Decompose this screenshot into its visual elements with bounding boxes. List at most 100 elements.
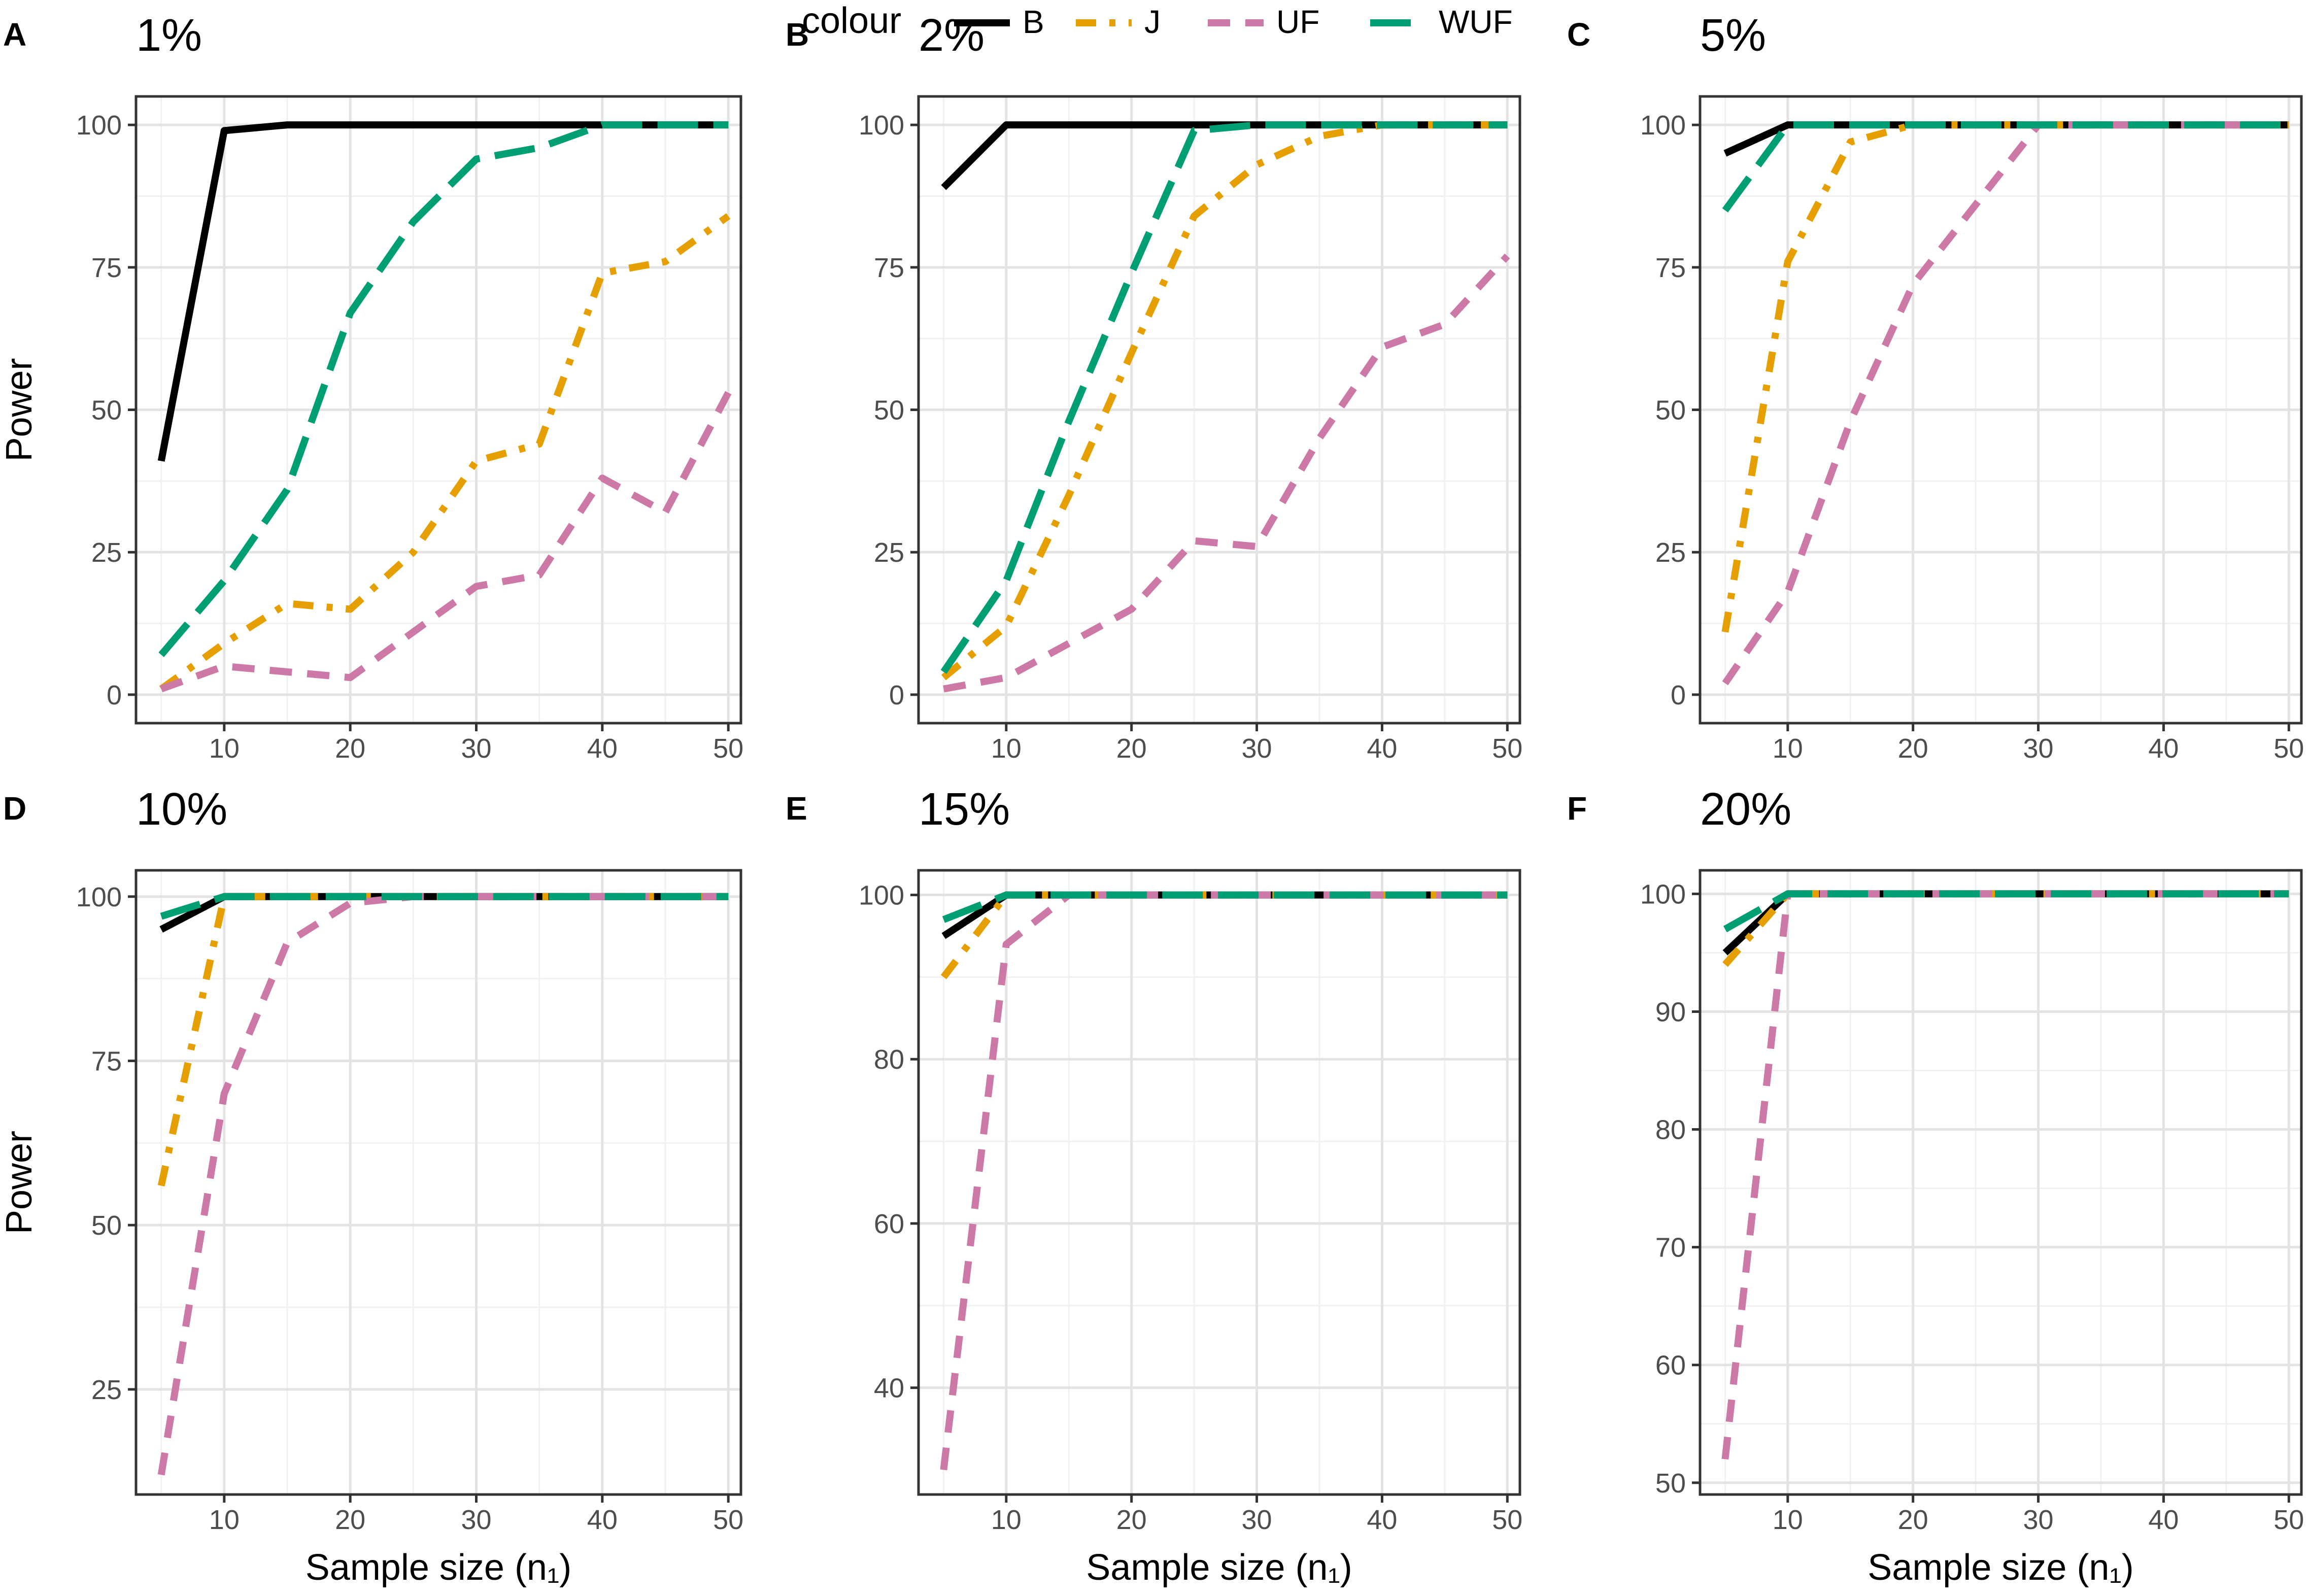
- x-tick-label: 10: [209, 1505, 240, 1535]
- y-tick-label: 75: [1655, 253, 1686, 283]
- y-tick-label: 50: [874, 395, 904, 426]
- panel-letter-c: C: [1567, 16, 1590, 53]
- series-line-e-wuf: [942, 891, 1508, 923]
- y-axis-title-d: Power: [0, 1131, 40, 1234]
- y-tick-label: 50: [1655, 395, 1686, 426]
- x-axis-title-f: Sample size (n₁): [1867, 1547, 2133, 1588]
- series-line-a-wuf: [158, 121, 729, 657]
- grid-f: [1700, 870, 2301, 1495]
- y-tick-label: 50: [91, 1210, 122, 1241]
- x-tick-label: 40: [1367, 733, 1397, 764]
- panel-b: 10 20 30 40 50 0 25 50 75 100 B 2%: [786, 10, 1522, 764]
- grid-a: [136, 96, 741, 723]
- series-line-a-uf: [160, 391, 732, 693]
- x-tick-label: 10: [1773, 1505, 1803, 1535]
- y-tick-label: 60: [1655, 1350, 1686, 1381]
- legend-title: colour: [802, 1, 901, 41]
- grid-c: [1700, 96, 2301, 723]
- x-tick-label: 20: [1116, 733, 1147, 764]
- x-tick-label: 20: [335, 1505, 365, 1535]
- legend-label-b: B: [1023, 4, 1044, 40]
- panel-border-e: [917, 869, 1521, 1496]
- panel-letter-b: B: [786, 16, 809, 53]
- y-axis-title-a: Power: [0, 358, 40, 461]
- panel-e: 10 20 30 40 50 40 60 80 100 E 15% Sample size (n₁): [786, 784, 1522, 1588]
- x-tick-label: 10: [209, 733, 240, 764]
- panel-letter-e: E: [786, 790, 807, 827]
- series-line-b-wuf: [940, 121, 1508, 674]
- y-tick-label: 0: [107, 680, 122, 710]
- panel-title-f: 20%: [1700, 784, 1791, 835]
- y-tick-label: 40: [874, 1373, 904, 1404]
- series-line-f-wuf: [1723, 890, 2289, 933]
- panel-title-e: 15%: [919, 784, 1010, 835]
- legend-label-wuf: WUF: [1439, 4, 1513, 40]
- x-tick-label: 50: [2273, 1505, 2304, 1535]
- panel-title-c: 5%: [1700, 10, 1766, 61]
- grid-e: [919, 870, 1520, 1495]
- x-tick-label: 40: [587, 1505, 618, 1535]
- panel-title-a: 1%: [136, 10, 202, 61]
- series-line-c-b: [1723, 121, 2289, 157]
- x-tick-label: 50: [713, 733, 743, 764]
- y-tick-label: 100: [1640, 879, 1686, 909]
- series-line-d-wuf: [160, 893, 729, 920]
- x-tick-label: 10: [991, 1505, 1022, 1535]
- x-tick-label: 50: [1492, 733, 1522, 764]
- x-tick-label: 50: [2273, 733, 2304, 764]
- grid-b: [919, 96, 1520, 723]
- series-line-f-b: [1722, 890, 2289, 956]
- x-tick-label: 40: [2148, 1505, 2179, 1535]
- legend-label-uf: UF: [1276, 4, 1319, 40]
- series-line-a-j: [159, 213, 731, 692]
- series-line-c-uf: [1722, 121, 2289, 686]
- x-tick-label: 20: [1116, 1505, 1147, 1535]
- x-tick-label: 40: [1367, 1505, 1397, 1535]
- y-tick-label: 50: [1655, 1468, 1686, 1499]
- y-tick-label: 70: [1655, 1233, 1686, 1263]
- y-tick-label: 0: [889, 680, 904, 710]
- y-tick-label: 75: [874, 253, 904, 283]
- legend: colour B J UF WUF: [802, 1, 1513, 41]
- y-tick-label: 80: [1655, 1115, 1686, 1145]
- x-tick-label: 20: [1898, 733, 1928, 764]
- panel-a: 10 20 30 40 50 0 25 50 75 100 A 1% Power: [0, 10, 743, 764]
- series-line-e-b: [941, 891, 1508, 939]
- x-tick-label: 10: [1773, 733, 1803, 764]
- series-line-e-j: [940, 891, 1508, 979]
- x-tick-label: 50: [713, 1505, 743, 1535]
- y-tick-label: 100: [76, 882, 122, 912]
- series-line-b-b: [941, 121, 1508, 190]
- series-line-f-j: [1722, 890, 2289, 967]
- y-tick-label: 100: [76, 110, 122, 141]
- panel-border-d: [134, 869, 742, 1496]
- x-tick-label: 10: [991, 733, 1022, 764]
- grid-d: [136, 870, 741, 1495]
- y-tick-label: 100: [859, 110, 904, 141]
- panel-border-f: [1699, 869, 2303, 1496]
- series-line-c-wuf: [1722, 121, 2289, 213]
- panel-f: 10 20 30 40 50 50 60 70 80 90 100 F 20% Sample size (…: [1567, 784, 2304, 1588]
- x-axis-title-e: Sample size (n₁): [1086, 1547, 1352, 1588]
- panel-letter-f: F: [1567, 790, 1587, 827]
- y-tick-label: 75: [91, 1046, 122, 1076]
- legend-label-j: J: [1144, 4, 1161, 40]
- x-tick-label: 30: [461, 1505, 491, 1535]
- x-tick-label: 30: [1242, 1505, 1272, 1535]
- series-line-d-b: [159, 893, 729, 933]
- series-line-c-j: [1721, 121, 2289, 633]
- x-tick-label: 30: [1242, 733, 1272, 764]
- series-line-e-uf: [940, 891, 1508, 1471]
- panel-letter-a: A: [3, 16, 26, 53]
- y-tick-label: 100: [859, 880, 904, 911]
- y-tick-label: 0: [1671, 680, 1686, 710]
- y-tick-label: 80: [874, 1044, 904, 1075]
- x-tick-label: 40: [587, 733, 618, 764]
- y-tick-label: 100: [1640, 110, 1686, 141]
- panel-title-b: 2%: [919, 10, 984, 61]
- y-tick-label: 25: [874, 537, 904, 568]
- x-axis-title-d: Sample size (n₁): [305, 1547, 571, 1588]
- x-tick-label: 30: [2023, 733, 2054, 764]
